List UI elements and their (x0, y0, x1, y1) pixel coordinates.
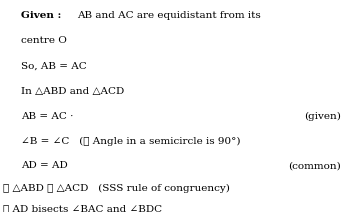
Text: AB and AC are equidistant from its: AB and AC are equidistant from its (77, 11, 261, 20)
Text: So, AB = AC: So, AB = AC (21, 61, 86, 70)
Text: In △ABD and △ACD: In △ABD and △ACD (21, 87, 124, 96)
Text: ∠B = ∠C   (∴ Angle in a semicircle is 90°): ∠B = ∠C (∴ Angle in a semicircle is 90°) (21, 137, 240, 146)
Text: AB = AC ·: AB = AC · (21, 112, 73, 121)
Text: ∴ △ABD ≅ △ACD   (SSS rule of congruency): ∴ △ABD ≅ △ACD (SSS rule of congruency) (3, 183, 230, 192)
Text: (given): (given) (304, 112, 341, 121)
Text: centre O: centre O (21, 36, 66, 45)
Text: Given :: Given : (21, 11, 65, 20)
Text: ∴ AD bisects ∠BAC and ∠BDC: ∴ AD bisects ∠BAC and ∠BDC (3, 205, 163, 212)
Text: (common): (common) (288, 161, 341, 170)
Text: AD = AD: AD = AD (21, 161, 67, 170)
